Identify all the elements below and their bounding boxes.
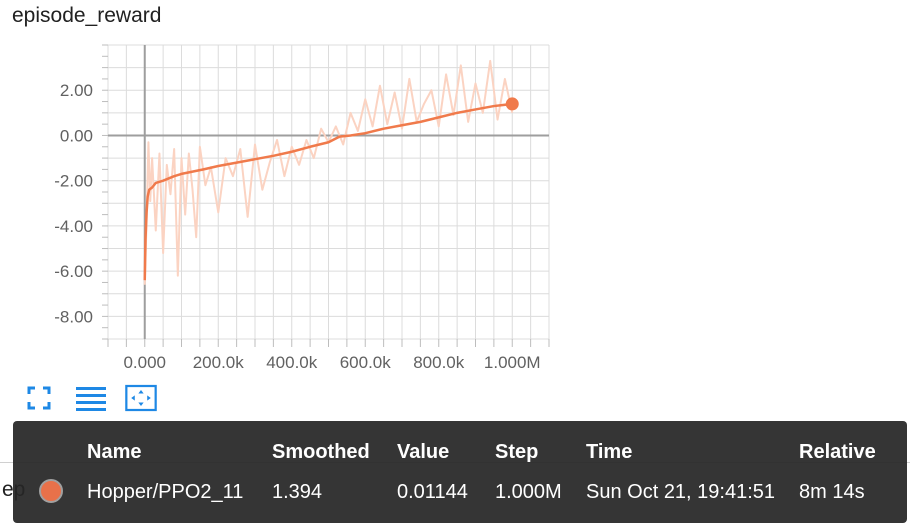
toggle-data-button[interactable] <box>75 382 107 414</box>
y-tick-label: -4.00 <box>54 217 93 236</box>
x-tick-label: 800.0k <box>413 353 465 372</box>
tooltip-run-name: Hopper/PPO2_11 <box>87 481 244 503</box>
list-lines-icon <box>76 387 106 411</box>
tooltip: Name Smoothed Value Step Time Relative H… <box>13 421 907 523</box>
tick-labels: 0.000 200.0k 400.0k 600.0k 800.0k 1.000M 2.00 0… <box>54 81 540 372</box>
chart-plot[interactable]: 0.000 200.0k 400.0k 600.0k 800.0k 1.000M 2.00 0… <box>0 0 910 380</box>
fit-domain-icon <box>125 384 157 412</box>
raw-series <box>143 59 514 285</box>
hover-point <box>505 97 519 111</box>
y-tick-label: 0.00 <box>60 126 93 145</box>
chart-title: episode_reward <box>12 4 162 27</box>
smoothed-series <box>143 97 519 281</box>
tooltip-header-time: Time <box>586 441 633 463</box>
x-tick-label: 400.0k <box>266 353 318 372</box>
fit-domain-button[interactable] <box>125 382 157 414</box>
smoothed-line <box>143 102 513 281</box>
tooltip-header-value: Value <box>397 441 450 463</box>
tooltip-header-name: Name <box>87 441 142 463</box>
fullscreen-button[interactable] <box>23 382 55 414</box>
tooltip-smoothed-value: 1.394 <box>272 481 323 503</box>
axes <box>102 44 550 347</box>
tooltip-time-value: Sun Oct 21, 19:41:51 <box>586 481 776 503</box>
grid <box>107 44 550 340</box>
raw-line <box>143 59 514 285</box>
x-tick-label: 0.000 <box>123 353 166 372</box>
fullscreen-icon <box>27 386 51 410</box>
y-tick-label: -2.00 <box>54 172 93 191</box>
y-tick-label: 2.00 <box>60 81 93 100</box>
tooltip-raw-value: 0.01144 <box>397 481 468 503</box>
y-tick-label: -6.00 <box>54 262 93 281</box>
x-tick-label: 1.000M <box>484 353 541 372</box>
tooltip-header-smoothed: Smoothed <box>272 441 370 463</box>
x-tick-label: 600.0k <box>340 353 392 372</box>
tooltip-relative-value: 8m 14s <box>799 481 865 503</box>
y-tick-label: -8.00 <box>54 307 93 326</box>
tooltip-header-step: Step <box>495 441 539 463</box>
series-color-swatch <box>39 479 63 503</box>
tooltip-header-relative: Relative <box>799 441 876 463</box>
x-tick-label: 200.0k <box>193 353 245 372</box>
tooltip-step-value: 1.000M <box>495 481 562 503</box>
